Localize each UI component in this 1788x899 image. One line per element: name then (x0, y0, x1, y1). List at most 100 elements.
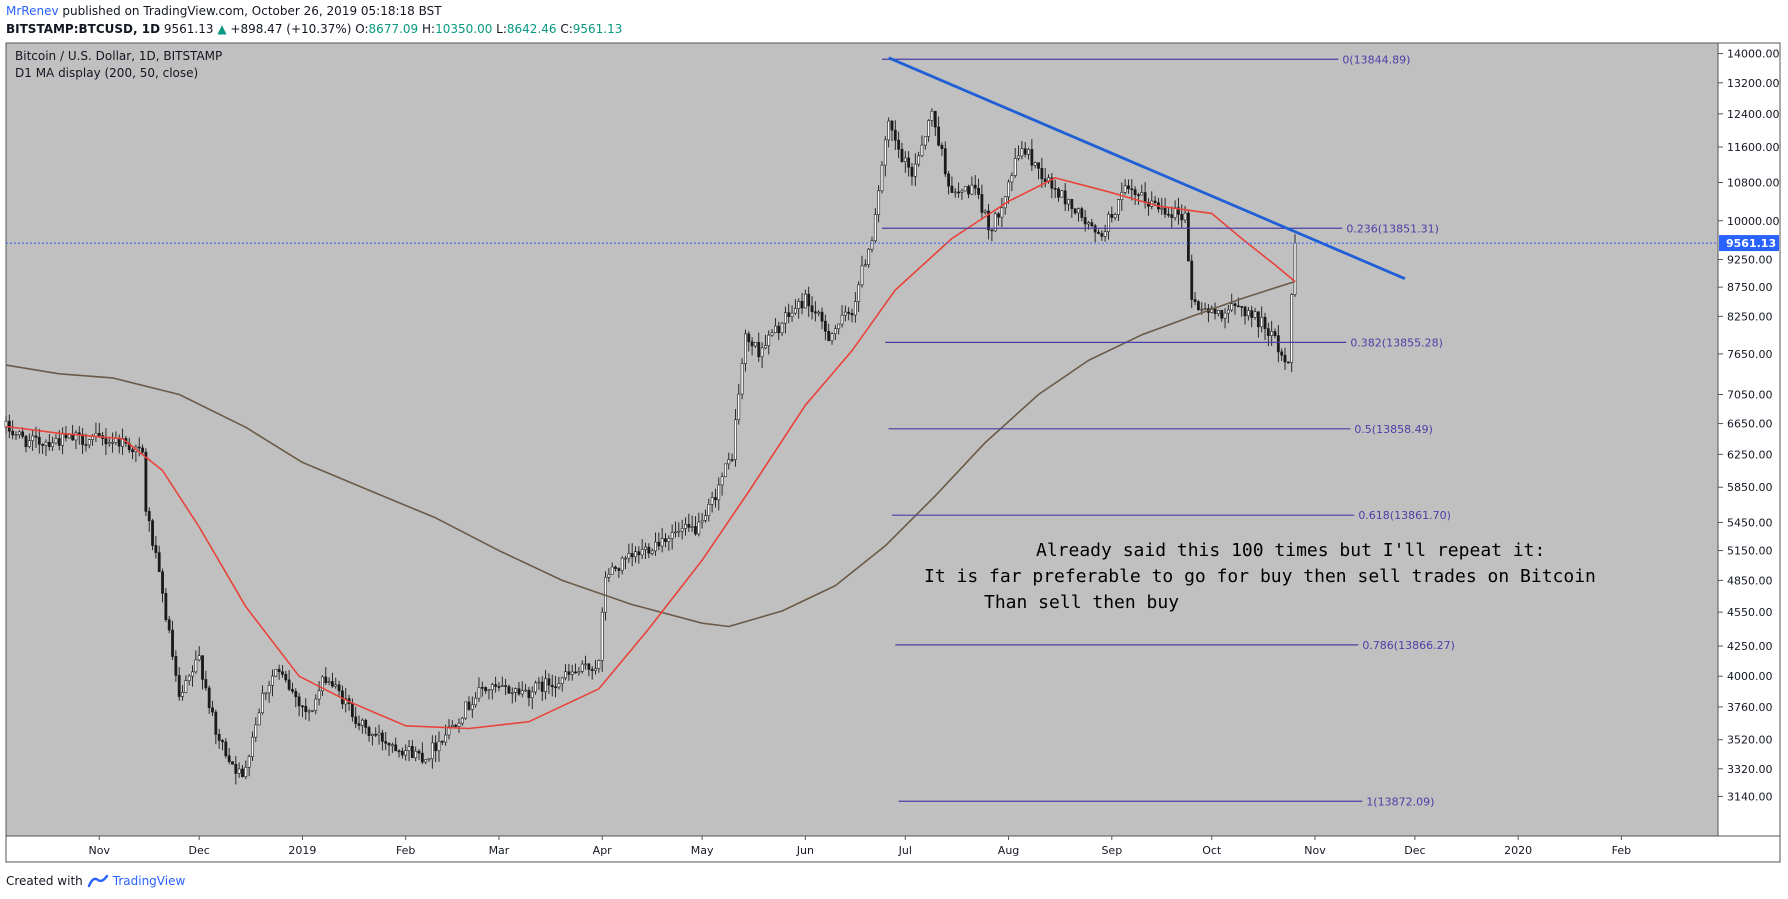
candle-body (267, 685, 271, 694)
candle-body (890, 120, 894, 131)
candle-body (311, 709, 314, 712)
candle-body (1013, 158, 1017, 176)
candle-body (660, 538, 664, 547)
candle-body (57, 438, 61, 446)
candle-body (1020, 148, 1024, 157)
candle-body (1130, 188, 1134, 191)
y-tick-label: 13200.00 (1727, 77, 1780, 90)
candle-body (287, 679, 291, 690)
candle-body (11, 430, 15, 436)
candle-body (61, 433, 65, 446)
y-tick-label: 7050.00 (1727, 388, 1773, 401)
candle-body (1160, 207, 1164, 210)
candle-body (394, 744, 398, 752)
candle-body (857, 284, 861, 302)
candle-body (570, 671, 574, 675)
candle-body (740, 363, 744, 395)
last-price-badge (1719, 235, 1779, 252)
candle-body (1200, 308, 1204, 311)
y-tick-label: 10800.00 (1727, 177, 1780, 190)
author-link[interactable]: MrRenev (6, 4, 59, 18)
candle-body (747, 333, 751, 343)
candle-body (940, 144, 944, 149)
candle-body (1070, 199, 1074, 209)
candle-body (1017, 155, 1020, 159)
tradingview-link[interactable]: TradingView (112, 874, 186, 888)
candle-body (274, 669, 278, 677)
ma200-line (5, 280, 1296, 628)
y-tick-label: 5150.00 (1727, 545, 1773, 558)
candle-body (620, 557, 624, 571)
candle-body (580, 663, 584, 672)
candle-body (1280, 351, 1284, 356)
y-tick-label: 4250.00 (1727, 640, 1773, 653)
candle-body (1030, 149, 1034, 166)
candle-body (167, 619, 171, 631)
candle-body (594, 668, 597, 671)
candle-body (534, 682, 537, 693)
chart-title: Bitcoin / U.S. Dollar, 1D, BITSTAMP (15, 49, 222, 63)
candle-body (637, 551, 641, 556)
candle-body (600, 611, 604, 661)
candle-body (680, 528, 684, 532)
candle-body (820, 311, 824, 322)
candle-body (17, 431, 21, 435)
candle-body (1117, 199, 1120, 215)
candle-body (870, 240, 874, 250)
candle-body (893, 129, 897, 141)
candle-body (197, 655, 201, 661)
candle-body (933, 110, 937, 128)
y-tick-label: 3760.00 (1727, 701, 1773, 714)
plot-border (5, 42, 1719, 837)
candle-body (993, 213, 997, 232)
candle-body (793, 308, 797, 314)
candle-body (920, 144, 924, 157)
candle-body (271, 675, 274, 686)
candle-body (157, 552, 161, 573)
last-price-label: 9561.13 (1726, 237, 1776, 250)
candle-body (314, 698, 318, 711)
candle-body (937, 126, 941, 146)
candle-body (734, 419, 737, 460)
candle-body (774, 325, 777, 334)
candle-body (970, 184, 974, 195)
candle-body (1240, 306, 1244, 308)
candle-body (827, 330, 831, 342)
candle-body (470, 704, 474, 710)
candle-body (724, 463, 727, 477)
candle-body (211, 707, 214, 713)
candle-body (957, 191, 960, 194)
candle-body (1140, 192, 1144, 196)
y-tick-label: 4550.00 (1727, 606, 1773, 619)
candle-body (530, 691, 534, 699)
candle-body (214, 711, 218, 735)
candle-body (284, 674, 288, 681)
candle-body (557, 683, 561, 688)
candle-body (800, 301, 804, 309)
candle-body (294, 690, 298, 698)
y-tick-label: 4000.00 (1727, 670, 1773, 683)
ma50-line (5, 177, 1296, 730)
candle-body (1153, 200, 1157, 203)
candle-body (324, 676, 328, 684)
candle-body (1290, 294, 1294, 363)
candle-body (953, 191, 957, 194)
candle-body (587, 663, 591, 670)
candle-body (540, 681, 544, 692)
candle-body (863, 264, 867, 267)
annotation-line: Than sell then buy (984, 592, 1179, 613)
candle-body (987, 210, 990, 231)
candle-body (497, 686, 501, 688)
candle-body (161, 571, 164, 594)
x-tick-label: Aug (998, 844, 1019, 857)
candle-body (737, 393, 741, 421)
candle-body (291, 689, 294, 692)
y-tick-label: 7650.00 (1727, 348, 1773, 361)
candle-body (1283, 354, 1287, 363)
candle-body (624, 557, 627, 560)
candle-body (947, 173, 950, 187)
y-tick-label: 9250.00 (1727, 254, 1773, 267)
candle-body (1007, 181, 1010, 198)
candle-body (913, 163, 917, 177)
